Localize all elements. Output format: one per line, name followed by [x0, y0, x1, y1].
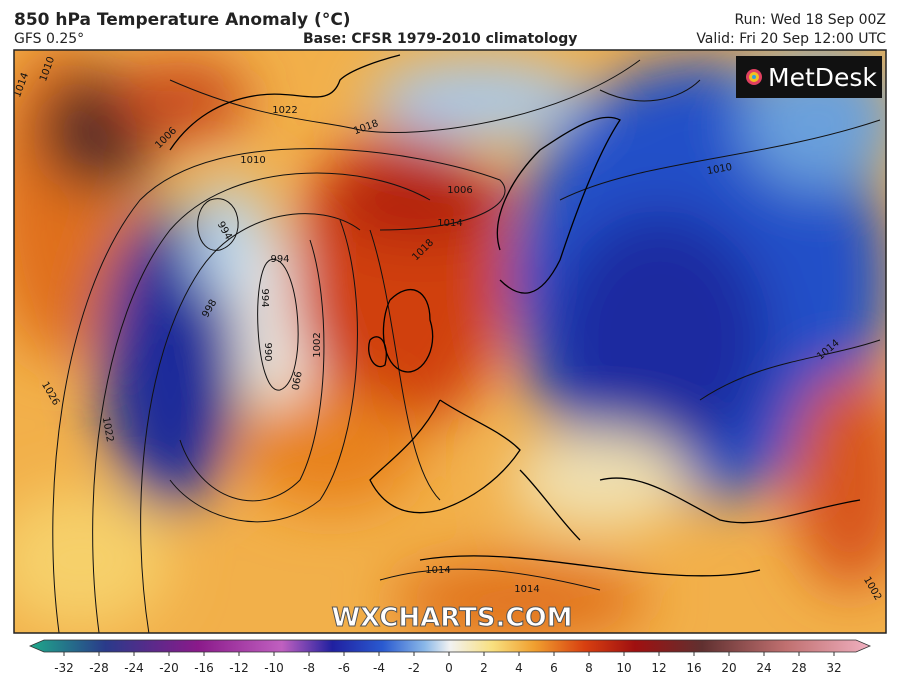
colorbar-label: -28 [89, 661, 109, 675]
colorbar-label: 6 [550, 661, 558, 675]
colorbar-label: 2 [480, 661, 488, 675]
title: 850 hPa Temperature Anomaly (°C) [14, 10, 351, 30]
colorbar-label: -16 [194, 661, 214, 675]
colorbar-label: 10 [616, 661, 631, 675]
colorbar-label: -2 [408, 661, 420, 675]
colorbar-label: 12 [651, 661, 666, 675]
watermark: WXCHARTS.COM [331, 603, 572, 633]
colorbar-label: 28 [791, 661, 806, 675]
colorbar-label: 16 [686, 661, 701, 675]
isobar-label: 990 [288, 370, 302, 391]
run: Run: Wed 18 Sep 00Z [734, 12, 887, 28]
isobar-label: 990 [262, 342, 273, 361]
colorbar-label: -4 [373, 661, 385, 675]
colorbar-label: -24 [124, 661, 144, 675]
isobar-label: 994 [270, 254, 289, 265]
base: Base: CFSR 1979-2010 climatology [303, 31, 578, 47]
colorbar-label: 20 [721, 661, 736, 675]
map-frame [13, 49, 887, 634]
colorbar-label: 32 [826, 661, 841, 675]
isobar-label: 1022 [272, 105, 297, 116]
isobar-label: 1022 [100, 416, 115, 443]
isobars [52, 59, 881, 633]
colorbar [28, 639, 872, 653]
colorbar-label: 24 [756, 661, 771, 675]
colorbar-label: 0 [445, 661, 453, 675]
coastlines [169, 54, 861, 577]
isobar-label: 1006 [447, 185, 472, 196]
colorbar-label: 8 [585, 661, 593, 675]
isobar-label: 1014 [437, 218, 462, 229]
colorbar-label: -12 [229, 661, 249, 675]
logo: MetDesk [768, 63, 877, 92]
logo-mark [746, 69, 762, 85]
colorbar-label: -6 [338, 661, 350, 675]
colorbar-label: -10 [264, 661, 284, 675]
model: GFS 0.25° [14, 31, 85, 47]
isobar-label: 1014 [514, 584, 539, 595]
colorbar-label: -8 [303, 661, 315, 675]
isobar-label: 1010 [706, 162, 733, 177]
valid: Valid: Fri 20 Sep 12:00 UTC [696, 31, 886, 47]
colorbar-label: -32 [54, 661, 74, 675]
isobar-label: 1014 [425, 565, 450, 576]
colorbar-label: 4 [515, 661, 523, 675]
anomaly-field: 1014101010061022101810109941006101410189… [14, 50, 886, 633]
colorbar-label: -20 [159, 661, 179, 675]
isobar-label: 1002 [312, 332, 323, 357]
isobar-label: 1010 [240, 155, 265, 166]
isobar-label: 994 [259, 288, 270, 307]
